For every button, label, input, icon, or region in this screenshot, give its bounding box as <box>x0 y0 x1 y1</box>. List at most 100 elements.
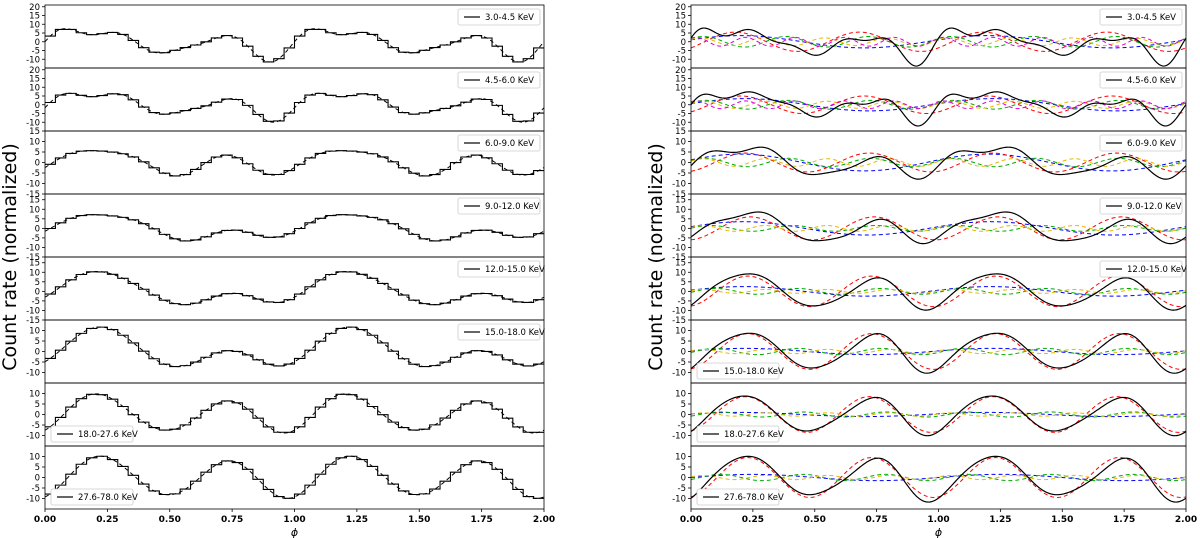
legend: 18.0-27.6 KeV <box>696 425 784 443</box>
y-tick-label: 0 <box>681 411 686 421</box>
y-tick-label: 15 <box>29 196 40 206</box>
harmonic-2-line <box>691 95 1186 115</box>
legend-label: 6.0-9.0 KeV <box>1127 139 1176 149</box>
panel-plot-area <box>691 455 1186 503</box>
x-tick-label: 0.00 <box>34 515 56 525</box>
y-tick-label: -15 <box>672 253 686 263</box>
panel-plot-area <box>45 92 544 123</box>
legend-box <box>50 488 134 506</box>
y-tick-label: -5 <box>678 234 686 244</box>
y-tick-label: 0 <box>681 224 686 234</box>
y-tick-label: 0 <box>35 411 40 421</box>
y-tick-label: 0 <box>681 348 686 358</box>
legend-box <box>696 362 780 380</box>
panel-plot-area <box>45 393 544 434</box>
y-tick-label: -10 <box>26 432 40 442</box>
legend: 9.0-12.0 KeV <box>457 197 541 215</box>
harmonic-2-line <box>691 216 1186 241</box>
total-model-line <box>691 27 1186 67</box>
panel-plot-area <box>691 211 1186 245</box>
total-model-line <box>691 455 1186 503</box>
y-tick-label: 10 <box>29 453 40 463</box>
data-step-histogram <box>45 214 544 242</box>
y-tick-label: 0 <box>35 287 40 297</box>
y-tick-label: -10 <box>672 180 686 190</box>
y-tick-label: 5 <box>681 278 686 288</box>
y-tick-label: 0 <box>681 474 686 484</box>
x-tick-label: 0.25 <box>96 515 118 525</box>
data-step-histogram <box>45 326 544 368</box>
y-tick-label: 10 <box>675 138 686 148</box>
y-tick-label: -5 <box>678 47 686 57</box>
y-tick-label: 5 <box>35 215 40 225</box>
legend: 15.0-18.0 KeV <box>696 362 784 380</box>
x-tick-label: 2.00 <box>533 515 555 525</box>
y-tick-label: -5 <box>678 297 686 307</box>
legend: 18.0-27.6 KeV <box>50 425 138 443</box>
y-tick-label: -15 <box>26 253 40 263</box>
y-tick-label: -15 <box>672 190 686 200</box>
harmonic-4-line <box>691 412 1186 417</box>
x-axis-label: ϕ <box>291 526 298 538</box>
y-tick-label: -5 <box>678 484 686 494</box>
panel-plot-area <box>691 27 1186 67</box>
y-tick-label: -15 <box>26 190 40 200</box>
x-tick-label: 1.25 <box>346 515 368 525</box>
harmonic-1-line <box>691 153 1186 172</box>
harmonic-2-line <box>691 152 1186 173</box>
legend-box <box>696 488 780 506</box>
model-dashed-line <box>45 92 544 123</box>
x-tick-label: 0.25 <box>742 515 764 525</box>
harmonic-1-line <box>691 411 1186 418</box>
y-tick-label: 15 <box>675 12 686 22</box>
legend: 3.0-4.5 KeV <box>457 8 541 26</box>
legend: 15.0-18.0 KeV <box>457 323 545 341</box>
legend-label: 18.0-27.6 KeV <box>724 430 784 440</box>
y-tick-label: 5 <box>681 148 686 158</box>
y-tick-label: -10 <box>672 369 686 379</box>
y-tick-label: 10 <box>29 138 40 148</box>
y-tick-label: 5 <box>35 148 40 158</box>
y-tick-label: -5 <box>32 47 40 57</box>
legend: 12.0-15.0 KeV <box>457 260 545 278</box>
legend-label: 18.0-27.6 KeV <box>78 430 138 440</box>
legend-box <box>1099 71 1183 89</box>
legend: 4.5-6.0 KeV <box>457 71 541 89</box>
y-tick-label: 5 <box>35 463 40 473</box>
y-tick-label: -5 <box>32 169 40 179</box>
harmonic-2-line <box>691 31 1186 52</box>
y-tick-label: -10 <box>26 495 40 505</box>
legend-label: 9.0-12.0 KeV <box>1127 202 1182 212</box>
harmonic-2-line <box>691 396 1186 433</box>
y-tick-label: -10 <box>26 118 40 128</box>
legend-label: 6.0-9.0 KeV <box>485 139 534 149</box>
harmonic-3-line <box>691 347 1186 356</box>
y-tick-label: 10 <box>675 20 686 30</box>
y-tick-label: -10 <box>672 118 686 128</box>
panel-plot-area <box>45 271 544 306</box>
legend: 6.0-9.0 KeV <box>457 134 541 152</box>
legend-box <box>1099 8 1183 26</box>
y-tick-label: -5 <box>32 234 40 244</box>
legend-label: 4.5-6.0 KeV <box>1127 76 1176 86</box>
total-model-line <box>691 395 1186 437</box>
harmonic-1-line <box>691 221 1186 236</box>
legend-box <box>457 260 541 278</box>
y-tick-label: -5 <box>32 358 40 368</box>
y-tick-label: 10 <box>675 205 686 215</box>
legend-label: 15.0-18.0 KeV <box>485 328 545 338</box>
y-tick-label: 0 <box>35 474 40 484</box>
harmonic-3-line <box>691 35 1186 48</box>
model-dashed-line <box>45 326 544 368</box>
legend-box <box>1099 134 1183 152</box>
y-tick-label: 0 <box>35 348 40 358</box>
legend-label: 27.6-78.0 KeV <box>78 493 138 503</box>
y-tick-label: 15 <box>29 127 40 137</box>
x-tick-label: 1.00 <box>927 515 949 525</box>
harmonic-2-line <box>691 275 1186 308</box>
legend-box <box>1099 260 1183 278</box>
x-tick-label: 0.75 <box>221 515 243 525</box>
y-tick-label: 10 <box>675 327 686 337</box>
y-tick-label: 15 <box>29 12 40 22</box>
